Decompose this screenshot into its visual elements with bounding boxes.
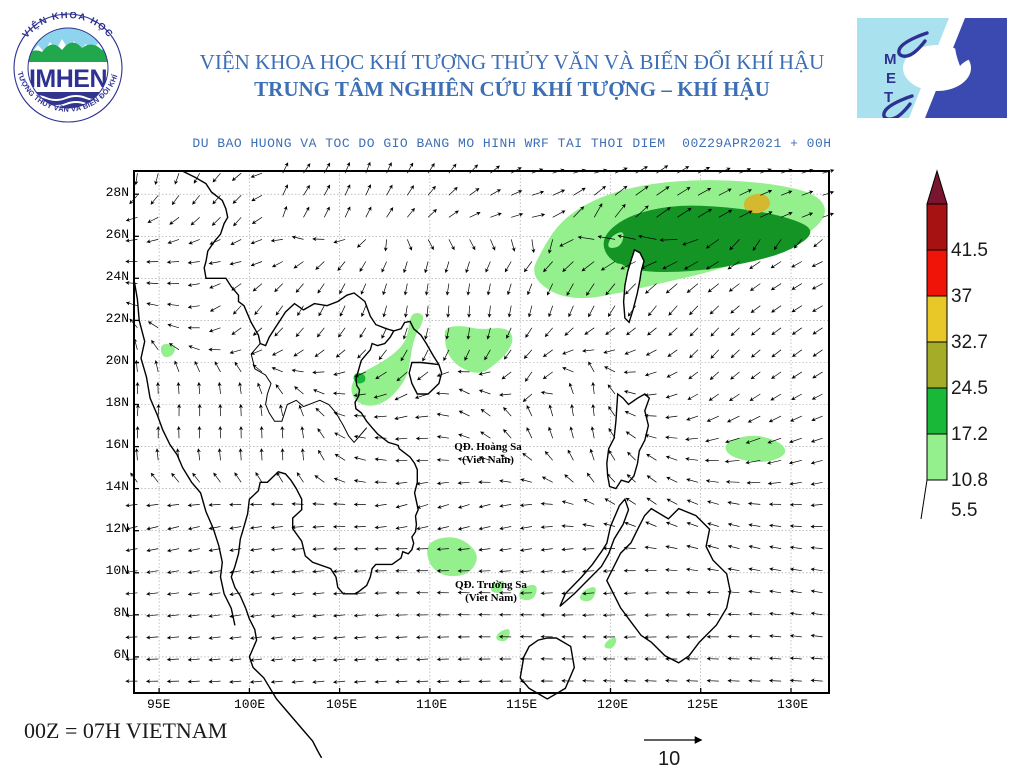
svg-text:10.8: 10.8	[951, 470, 988, 491]
svg-text:24.5: 24.5	[951, 378, 988, 399]
svg-text:5.5: 5.5	[951, 500, 977, 521]
svg-text:37: 37	[951, 286, 972, 307]
svg-text:17.2: 17.2	[951, 424, 988, 445]
svg-text:10: 10	[658, 748, 680, 768]
svg-text:32.7: 32.7	[951, 332, 988, 353]
svg-text:41.5: 41.5	[951, 240, 988, 261]
